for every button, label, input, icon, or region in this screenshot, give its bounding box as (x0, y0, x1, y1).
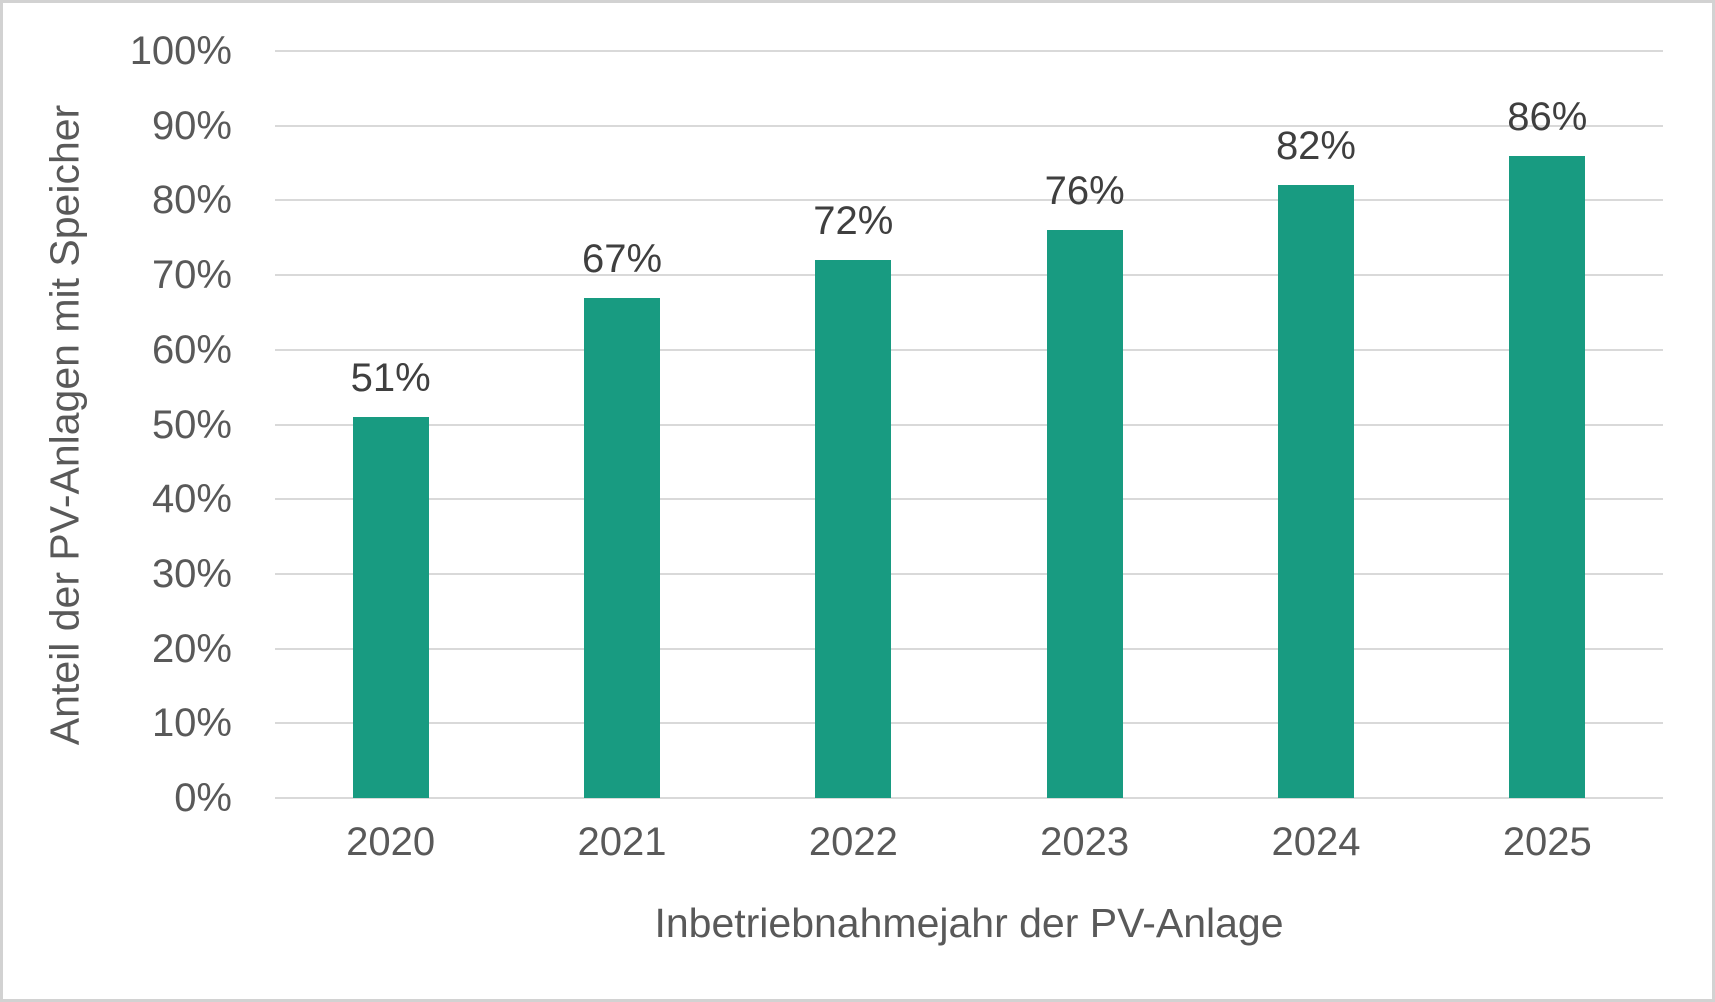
x-tick-label: 2021 (577, 820, 667, 864)
gridline (275, 348, 1663, 351)
gridline (275, 199, 1663, 202)
gridline (275, 274, 1663, 277)
bar (1046, 230, 1123, 798)
y-tick-label: 0% (174, 776, 232, 820)
y-axis-ticks: 0% 10% 20% 30% 40% 50% 60% 70% 80% 90% 100% (0, 0, 232, 1002)
gridline (275, 647, 1663, 650)
x-tick-label: 2025 (1502, 820, 1592, 864)
bar-column: 67% (506, 51, 737, 798)
bar-column: 72% (738, 51, 969, 798)
y-axis-title: Anteil der PV-Anlagen mit Speicher (41, 104, 88, 746)
y-tick-label: 90% (151, 103, 232, 148)
x-tick-label: 2022 (808, 820, 898, 864)
gridline (275, 423, 1663, 426)
bar-value-label: 86% (1507, 94, 1588, 139)
y-tick-label: 70% (151, 253, 232, 298)
y-tick-label: 60% (151, 327, 232, 372)
gridline (275, 797, 1663, 799)
x-axis-ticks: 2020 2021 2022 2023 2024 2025 (275, 818, 1663, 866)
gridline (275, 498, 1663, 501)
bar-value-label: 72% (813, 199, 894, 244)
y-tick-label: 80% (151, 178, 232, 223)
bar (352, 417, 429, 798)
y-tick-label: 20% (151, 626, 232, 671)
y-tick-label: 10% (151, 701, 232, 746)
x-tick-label: 2023 (1040, 820, 1130, 864)
gridlines (275, 50, 1663, 799)
bar-column: 82% (1200, 51, 1431, 798)
bar-column: 51% (275, 51, 506, 798)
gridline (275, 124, 1663, 127)
bar (1277, 185, 1354, 798)
bar-column: 76% (969, 51, 1200, 798)
bar (1509, 155, 1586, 798)
gridline (275, 572, 1663, 575)
bars: 51% 67% 72% 76% 82% 86% (275, 51, 1663, 798)
bar-column: 86% (1432, 51, 1663, 798)
x-tick-label: 2024 (1271, 820, 1361, 864)
x-tick-label: 2020 (346, 820, 436, 864)
bar-value-label: 76% (1044, 169, 1125, 214)
bar (815, 260, 892, 798)
gridline (275, 50, 1663, 52)
y-tick-label: 30% (151, 551, 232, 596)
bar-value-label: 51% (350, 356, 431, 401)
y-tick-label: 50% (151, 402, 232, 447)
bar (583, 297, 660, 798)
y-tick-label: 100% (129, 29, 232, 73)
bar-value-label: 67% (581, 236, 663, 281)
x-axis-title: Inbetriebnahmejahr der PV-Anlage (654, 900, 1284, 946)
gridline (275, 722, 1663, 725)
bar-value-label: 82% (1275, 124, 1356, 169)
y-tick-label: 40% (151, 477, 232, 522)
